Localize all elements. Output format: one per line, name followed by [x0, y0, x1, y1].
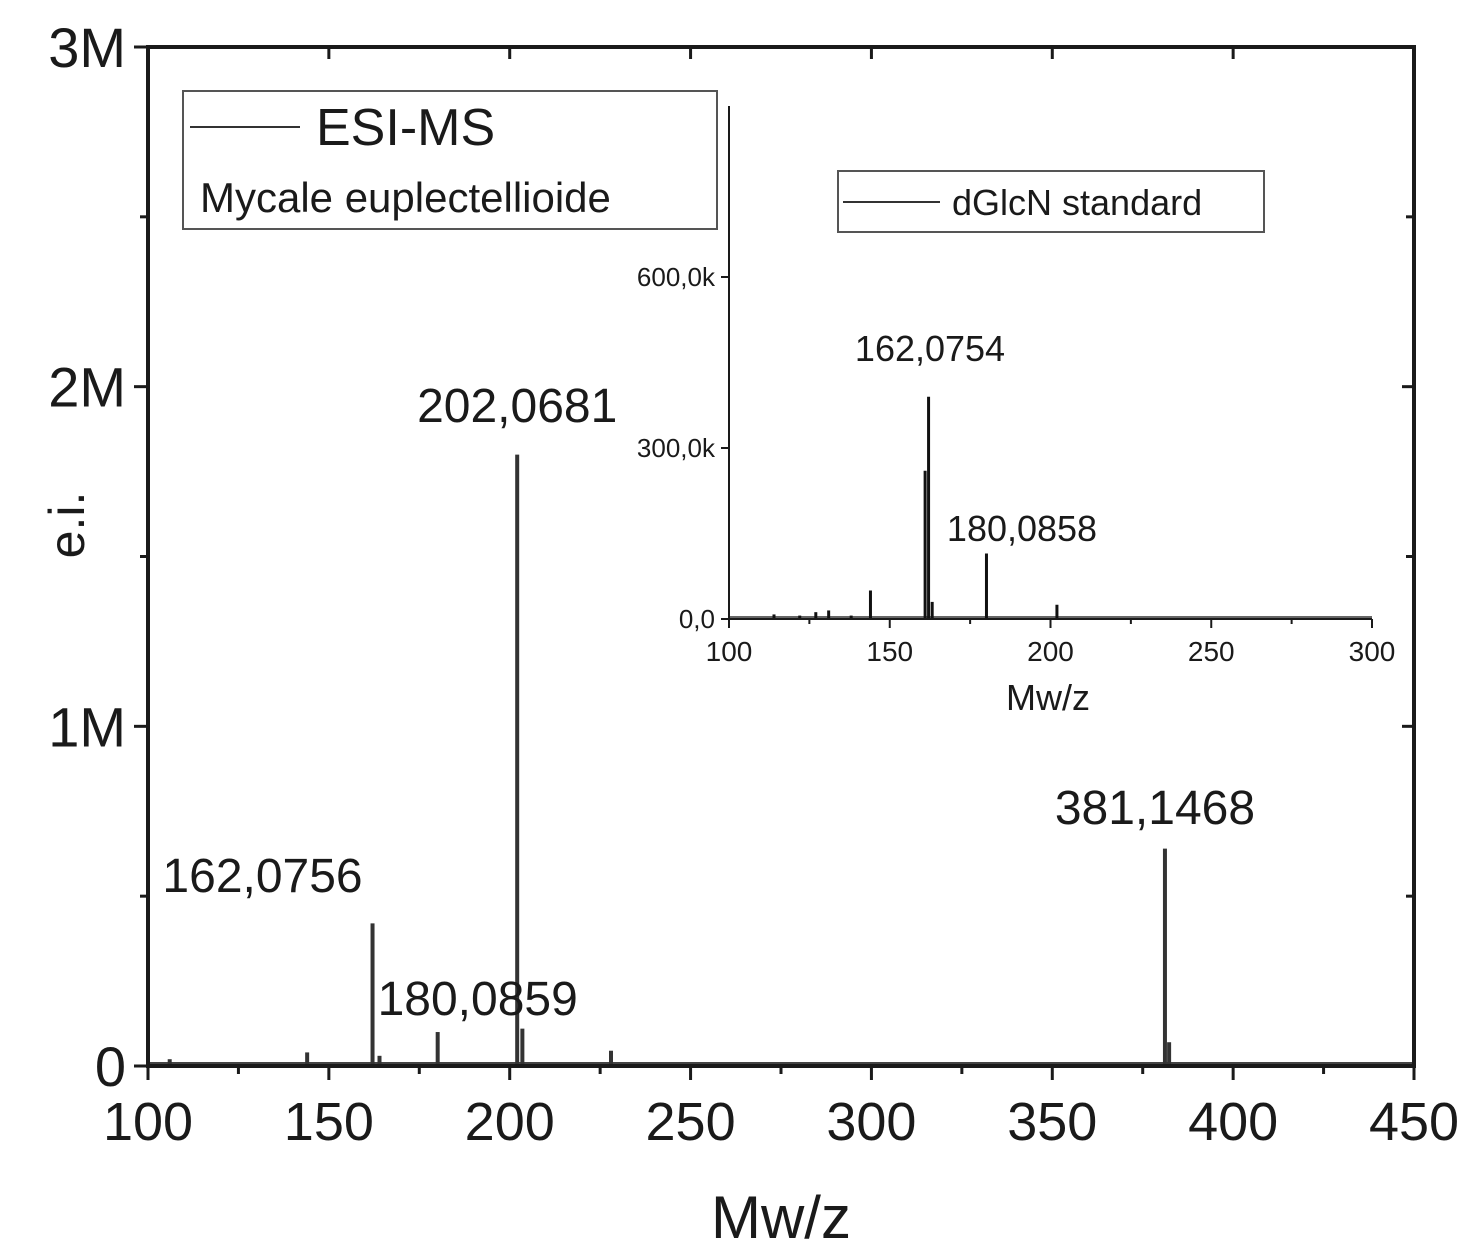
main-peak-labels: 162,0756 180,0859 202,0681 381,1468	[162, 380, 1255, 1026]
main-x-tick-label: 450	[1369, 1092, 1459, 1152]
inset-x-axis-label: Mw/z	[1006, 677, 1090, 718]
main-spectrum-series	[150, 454, 1412, 1064]
main-y-tick-label: 3M	[48, 16, 126, 79]
inset-spectrum-series	[730, 396, 1372, 618]
main-x-tick-label: 200	[465, 1092, 555, 1152]
main-x-tick-label: 400	[1188, 1092, 1278, 1152]
inset-x-tick-label: 300	[1349, 636, 1396, 667]
inset-x-tick-label: 150	[866, 636, 913, 667]
main-x-tick-label: 350	[1007, 1092, 1097, 1152]
inset-chart: 162,0754 180,0858 100 150 200 250 300 0,0 300,0…	[637, 106, 1395, 718]
inset-axis-ticks	[721, 276, 1373, 628]
inset-legend: dGlcN standard	[837, 170, 1265, 233]
inset-x-tick-label: 250	[1188, 636, 1235, 667]
inset-y-tick-label: 300,0k	[637, 433, 716, 463]
inset-legend-entry: dGlcN standard	[952, 182, 1202, 223]
inset-peak-label: 162,0754	[855, 328, 1005, 369]
main-y-axis-label: e.i.	[39, 492, 95, 559]
main-x-tick-label: 300	[826, 1092, 916, 1152]
main-legend-box	[182, 90, 718, 230]
inset-tick-labels: 100 150 200 250 300 0,0 300,0k 600,0k	[637, 262, 1395, 667]
main-legend: ESI-MS Mycale euplectellioide	[182, 90, 718, 230]
main-peak-label: 202,0681	[417, 380, 617, 433]
main-legend-subtitle: Mycale euplectellioide	[200, 174, 611, 221]
main-x-tick-label: 100	[103, 1092, 193, 1152]
main-peak-label: 180,0859	[378, 973, 578, 1026]
main-legend-entry: ESI-MS	[316, 99, 495, 157]
inset-x-tick-label: 200	[1027, 636, 1074, 667]
main-y-tick-label: 1M	[48, 695, 126, 758]
main-peak-label: 381,1468	[1055, 782, 1255, 835]
inset-peak-label: 180,0858	[947, 508, 1097, 549]
inset-y-tick-label: 0,0	[679, 604, 715, 634]
main-x-tick-label: 250	[646, 1092, 736, 1152]
inset-peak-labels: 162,0754 180,0858	[855, 328, 1097, 549]
main-tick-labels: 100 150 200 250 300 350 400 450 0 1M 2M 3M	[48, 16, 1459, 1152]
main-x-axis-label: Mw/z	[711, 1184, 851, 1251]
inset-x-tick-label: 100	[706, 636, 753, 667]
inset-y-tick-label: 600,0k	[637, 262, 716, 292]
main-x-tick-label: 150	[284, 1092, 374, 1152]
main-peak-label: 162,0756	[162, 850, 362, 903]
main-axis-ticks	[134, 45, 1416, 1080]
main-y-tick-label: 2M	[48, 356, 126, 419]
main-y-tick-label: 0	[95, 1035, 126, 1098]
